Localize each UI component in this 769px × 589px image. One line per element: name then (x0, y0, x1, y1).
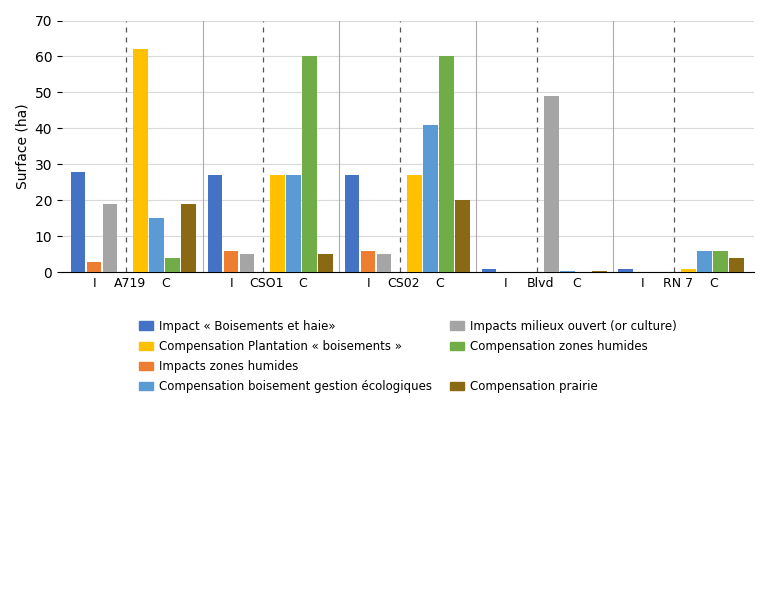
Bar (224, 251, 238, 273)
Bar (345, 176, 359, 273)
Bar (71, 171, 85, 273)
Bar (149, 219, 164, 273)
Bar (713, 251, 728, 273)
Bar (103, 204, 118, 273)
Bar (408, 176, 422, 273)
Bar (481, 269, 496, 273)
Bar (544, 96, 559, 273)
Legend: Impact « Boisements et haie», Compensation Plantation « boisements », Impacts zo: Impact « Boisements et haie», Compensati… (135, 316, 681, 396)
Bar (87, 262, 102, 273)
Bar (318, 254, 333, 273)
Bar (133, 49, 148, 273)
Bar (208, 176, 222, 273)
Bar (681, 269, 696, 273)
Bar (286, 176, 301, 273)
Bar (423, 125, 438, 273)
Bar (729, 258, 744, 273)
Bar (377, 254, 391, 273)
Bar (270, 176, 285, 273)
Bar (361, 251, 375, 273)
Bar (181, 204, 196, 273)
Bar (302, 57, 317, 273)
Bar (592, 271, 607, 273)
Bar (697, 251, 712, 273)
Bar (439, 57, 454, 273)
Y-axis label: Surface (ha): Surface (ha) (15, 104, 29, 189)
Bar (560, 271, 575, 273)
Bar (455, 200, 470, 273)
Bar (165, 258, 180, 273)
Bar (618, 269, 633, 273)
Bar (240, 254, 255, 273)
